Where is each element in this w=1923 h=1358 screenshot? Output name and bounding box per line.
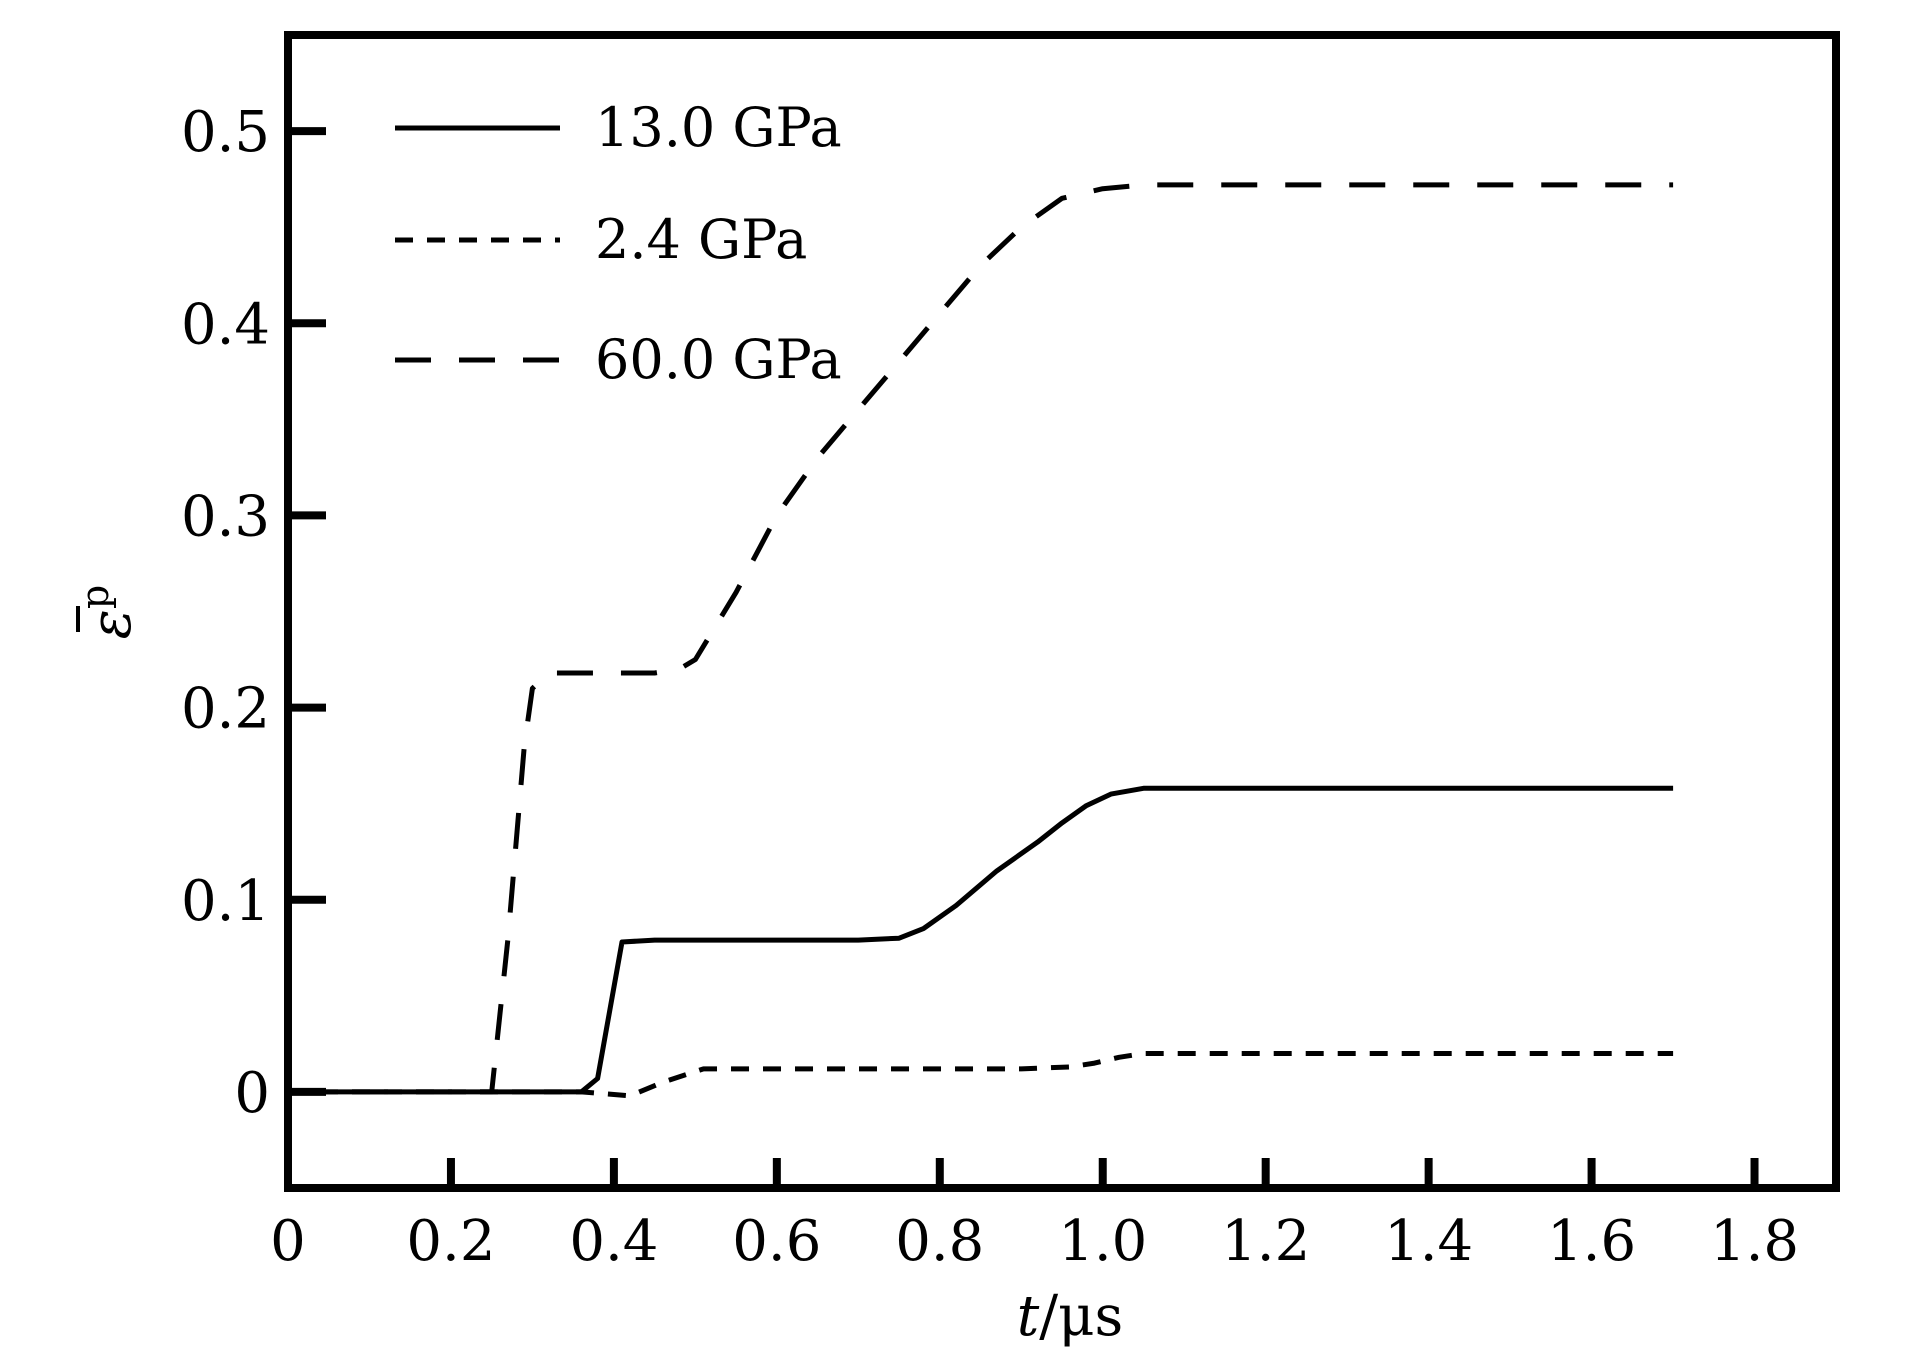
x-tick-label: 0.6: [732, 1209, 821, 1274]
axis-ticks: 0 0.2 0.4 0.6 0.8 1.0 1.2 1.4 1.6 1.8 0 0.1 0.2 0.3 0.…: [181, 100, 1799, 1274]
x-axis-label-italic: t: [1017, 1284, 1040, 1349]
legend-label-0: 13.0 GPa: [595, 96, 842, 159]
y-tick-label: 0.1: [181, 869, 270, 934]
x-axis-label-rest: /μs: [1039, 1284, 1123, 1349]
x-tick-label: 0.2: [406, 1209, 495, 1274]
plot-frame: [284, 31, 1840, 1192]
x-tick-label: 0.4: [569, 1209, 658, 1274]
series-line-0: [288, 785, 1674, 1095]
y-axis-label-base: ε: [79, 609, 144, 639]
y-tick-label: 0.4: [181, 292, 270, 357]
y-tick-label: 0.2: [181, 677, 270, 742]
svg-text:εp: εp: [73, 585, 144, 639]
series-lines: [288, 182, 1674, 1099]
series-line-1: [288, 1051, 1674, 1099]
x-tick-label: 1.6: [1547, 1209, 1636, 1274]
plot-border: [284, 31, 1840, 1192]
legend-label-1: 2.4 GPa: [595, 208, 807, 271]
y-axis-label: εp: [73, 585, 144, 639]
x-tick-label: 0: [270, 1209, 306, 1274]
y-axis-label-sup: p: [73, 585, 117, 609]
series-line-2: [288, 182, 1674, 1095]
x-tick-label: 1.4: [1384, 1209, 1473, 1274]
y-tick-label: 0: [234, 1061, 270, 1126]
x-tick-label: 0.8: [895, 1209, 984, 1274]
x-axis-label: t/μs: [1017, 1284, 1124, 1349]
x-tick-label: 1.2: [1221, 1209, 1310, 1274]
legend: 13.0 GPa 2.4 GPa 60.0 GPa: [395, 96, 842, 391]
legend-label-2: 60.0 GPa: [595, 328, 842, 391]
x-tick-label: 1.8: [1710, 1209, 1799, 1274]
y-tick-label: 0.5: [181, 100, 270, 165]
x-tick-label: 1.0: [1058, 1209, 1147, 1274]
y-tick-label: 0.3: [181, 484, 270, 549]
